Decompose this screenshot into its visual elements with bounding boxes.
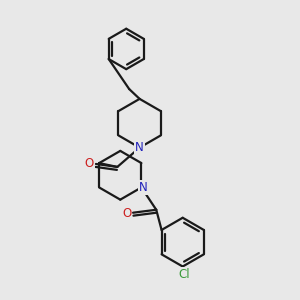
Text: O: O [85,157,94,170]
Text: Cl: Cl [178,268,190,281]
Text: N: N [139,181,147,194]
Text: N: N [135,141,144,154]
Text: O: O [122,207,131,220]
